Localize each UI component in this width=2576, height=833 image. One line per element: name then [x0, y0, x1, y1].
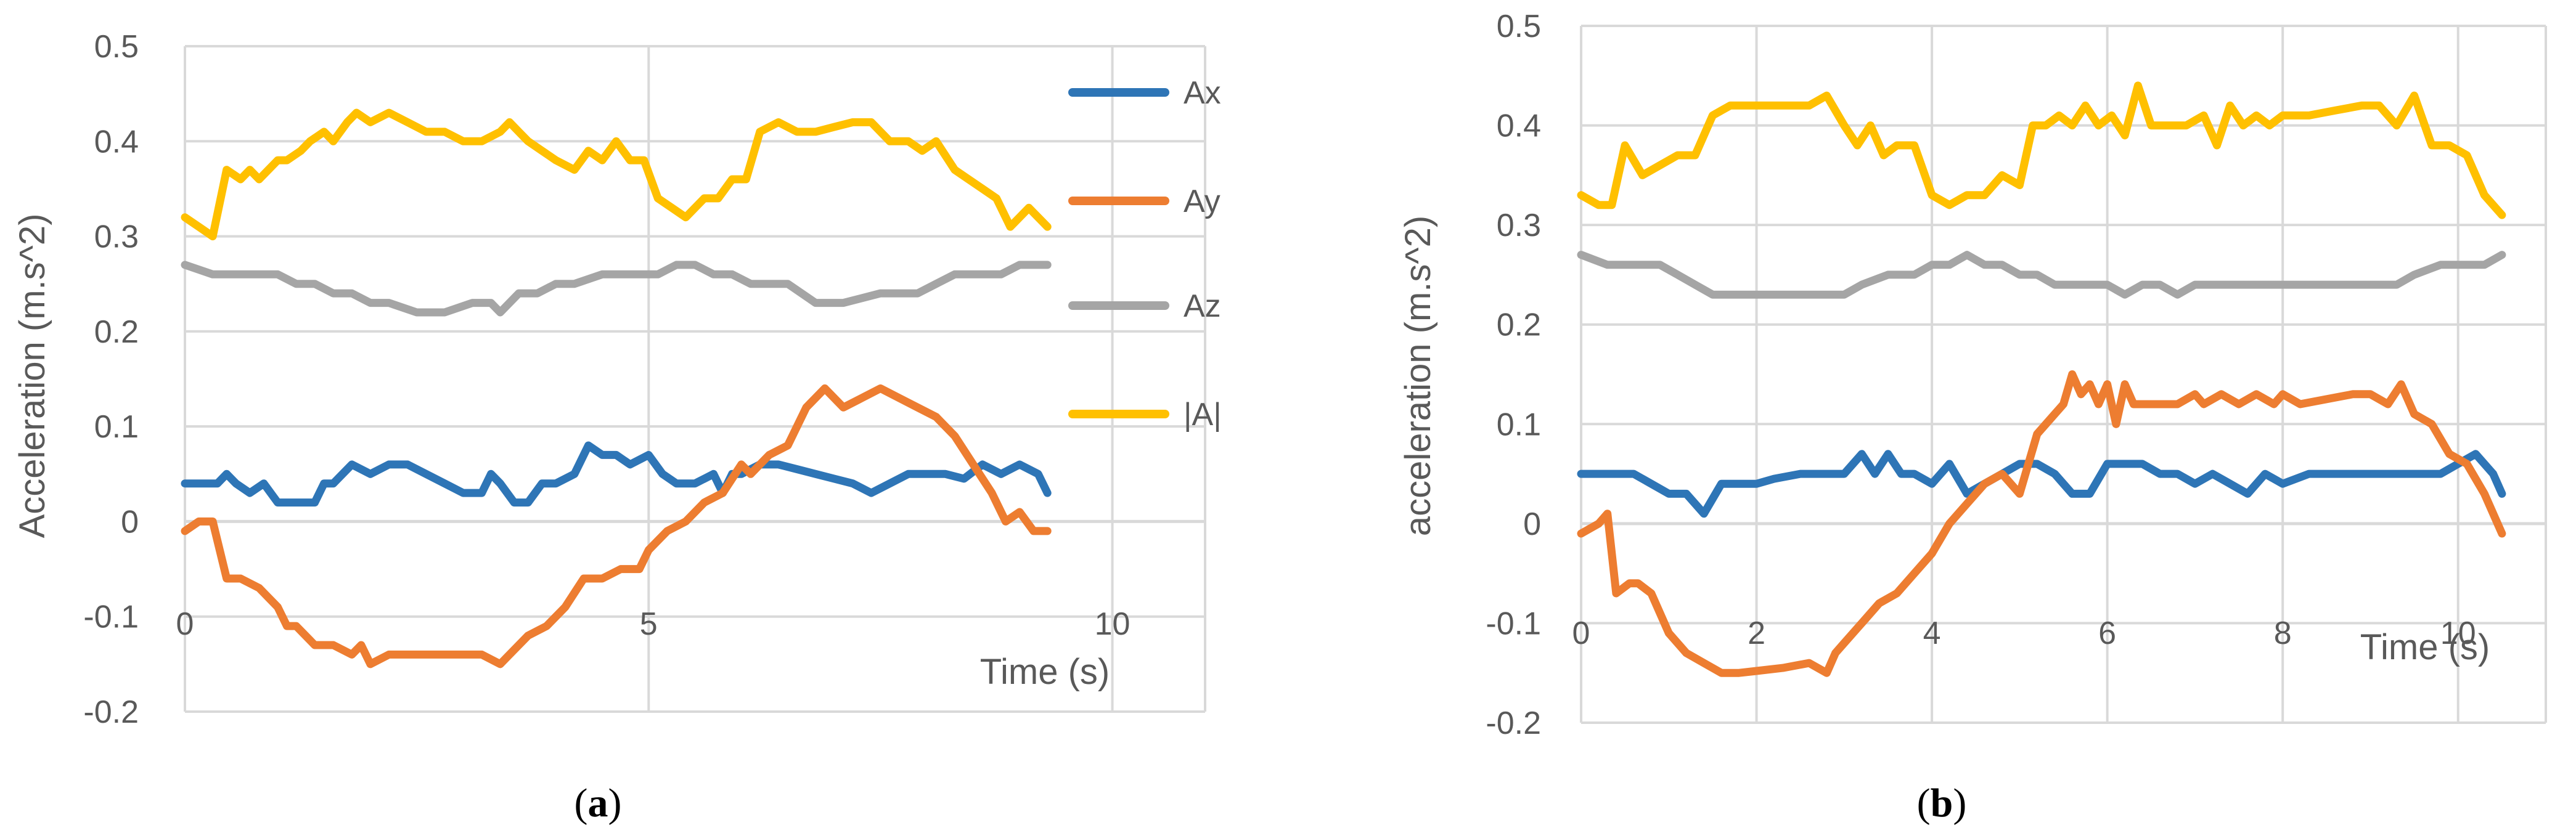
series-lines-a — [181, 108, 1052, 668]
y-tick-label: -0.2 — [83, 694, 139, 730]
series-line-az — [1577, 251, 2506, 299]
y-axis-label-a: Acceleration (m.s^2) — [12, 214, 52, 538]
x-tick-label: 10 — [1095, 606, 1131, 642]
y-tick-label: 0 — [121, 504, 139, 540]
series-line-ax — [1577, 450, 2506, 518]
legend-label-a: |A| — [1184, 397, 1222, 433]
y-tick-label: 0.5 — [94, 29, 139, 65]
legend-label-az: Az — [1184, 288, 1221, 324]
x-tick-label: 8 — [2274, 616, 2292, 651]
series-lines-b — [1577, 81, 2506, 677]
grid-b — [1580, 25, 2547, 724]
y-tick-label: 0.2 — [94, 314, 139, 350]
y-tick-label: 0.4 — [1497, 108, 1541, 144]
x-tick-label: 5 — [640, 606, 658, 642]
panel-label-b: (b) — [1917, 781, 1967, 826]
chart-panel-a: -0.2 -0.1 0 0.1 0.2 0.3 0.4 0.5 0 5 10 Accelerati… — [12, 29, 1222, 826]
y-tick-label: 0.5 — [1497, 9, 1541, 44]
x-axis-label-b: Time (s) — [2360, 627, 2490, 667]
y-tick-label: 0.2 — [1497, 307, 1541, 343]
x-axis-label-a: Time (s) — [980, 652, 1110, 692]
y-tick-label: 0.3 — [1497, 208, 1541, 243]
x-tick-label: 4 — [1923, 616, 1941, 651]
series-line-ay — [1577, 370, 2506, 677]
x-tick-label: 0 — [176, 606, 194, 642]
y-tick-label: 0.3 — [94, 219, 139, 255]
series-line-a — [1577, 81, 2506, 219]
y-tick-label: 0 — [1523, 506, 1541, 542]
x-tick-labels-b: 0 2 4 6 8 10 — [1572, 616, 2476, 651]
y-axis-label-b: acceleration (m.s^2) — [1398, 216, 1438, 536]
y-tick-labels-b: -0.2 -0.1 0 0.1 0.2 0.3 0.4 0.5 — [1486, 9, 1541, 741]
x-tick-label: 0 — [1572, 616, 1590, 651]
series-line-az — [181, 261, 1052, 317]
y-tick-label: 0.1 — [94, 409, 139, 445]
x-tick-label: 2 — [1748, 616, 1765, 651]
y-tick-label: -0.1 — [1486, 606, 1541, 641]
legend-label-ax: Ax — [1184, 75, 1221, 111]
series-line-a — [181, 108, 1052, 241]
series-line-ax — [181, 441, 1052, 507]
legend-label-ay: Ay — [1184, 184, 1221, 219]
panel-label-a: (a) — [574, 781, 622, 826]
chart-panel-b: -0.2 -0.1 0 0.1 0.2 0.3 0.4 0.5 0 2 4 6 8 10 acceler… — [1398, 9, 2547, 826]
x-tick-labels-a: 0 5 10 — [176, 606, 1131, 642]
y-tick-label: -0.1 — [83, 599, 139, 635]
legend: Ax Ay Az |A| — [1068, 75, 1222, 433]
x-tick-label: 6 — [2098, 616, 2116, 651]
y-tick-label: 0.4 — [94, 124, 139, 160]
series-line-ay — [181, 384, 1052, 668]
y-tick-label: 0.1 — [1497, 407, 1541, 442]
x-tick-label: 10 — [2440, 616, 2476, 651]
y-tick-label: -0.2 — [1486, 705, 1541, 741]
grid-a — [184, 45, 1206, 713]
y-tick-labels-a: -0.2 -0.1 0 0.1 0.2 0.3 0.4 0.5 — [83, 29, 139, 730]
